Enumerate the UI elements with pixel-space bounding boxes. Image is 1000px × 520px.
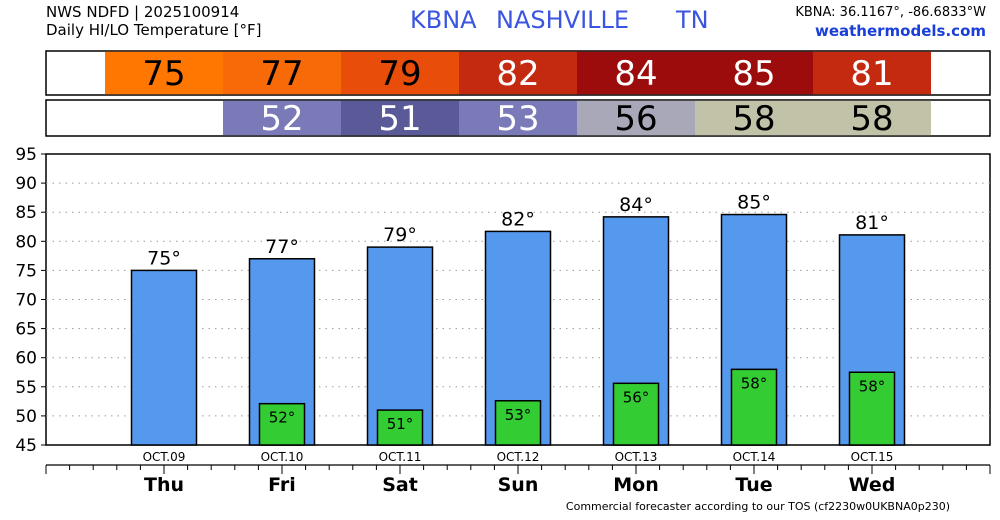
y-tick-label: 65 (15, 320, 37, 340)
low-strip-value: 56 (614, 99, 657, 139)
low-strip-cell (577, 100, 695, 136)
y-tick-label: 80 (15, 232, 37, 252)
high-strip-cell (459, 51, 577, 95)
site-link[interactable]: weathermodels.com (814, 22, 986, 40)
low-bar-label: 53° (505, 406, 532, 424)
low-bar-label: 51° (387, 415, 414, 433)
high-strip-value: 84 (614, 54, 657, 94)
low-strip-value: 53 (496, 99, 539, 139)
high-strip-cell (813, 51, 931, 95)
low-bar (612, 382, 660, 446)
day-label: Thu (144, 474, 184, 496)
y-tick-label: 45 (15, 436, 37, 456)
low-strip-cell (223, 100, 341, 136)
y-tick-label: 55 (15, 378, 37, 398)
high-strip-cell (105, 51, 223, 95)
high-strip-cell (577, 51, 695, 95)
high-strip-cell (341, 51, 459, 95)
low-strip-cell (695, 100, 813, 136)
date-label: OCT.14 (733, 450, 776, 464)
date-label: OCT.11 (379, 450, 422, 464)
low-bar-label: 58° (859, 377, 886, 395)
day-label: Tue (735, 474, 772, 496)
high-strip-cell (695, 51, 813, 95)
high-bar-label: 75° (147, 247, 181, 269)
day-label: Sat (382, 474, 418, 496)
high-strip-value: 75 (142, 54, 185, 94)
low-bar-label: 58° (741, 374, 768, 392)
date-label: OCT.10 (261, 450, 304, 464)
day-label: Fri (268, 474, 296, 496)
low-bar-label: 52° (269, 409, 296, 427)
y-tick-label: 90 (15, 174, 37, 194)
y-tick-label: 75 (15, 261, 37, 281)
high-strip-value: 82 (496, 54, 539, 94)
day-label: Wed (849, 474, 896, 496)
low-strip-cell (459, 100, 577, 136)
station-id: KBNA (410, 6, 477, 34)
chart-subtitle: Daily HI/LO Temperature [°F] (46, 21, 262, 39)
footer-note: Commercial forecaster according to our T… (565, 500, 950, 513)
station-coordinates: KBNA: 36.1167°, -86.6833°W (795, 5, 986, 20)
y-tick-label: 60 (15, 349, 37, 369)
low-strip-value: 58 (732, 99, 775, 139)
high-bar-label: 79° (383, 224, 417, 246)
date-label: OCT.12 (497, 450, 540, 464)
low-bar (494, 400, 542, 446)
station-city: NASHVILLE (496, 6, 630, 34)
y-tick-label: 50 (15, 407, 37, 427)
low-strip-value: 51 (378, 99, 421, 139)
low-strip-cell (341, 100, 459, 136)
day-label: Mon (613, 474, 659, 496)
low-strip-value: 58 (850, 99, 893, 139)
low-bar (376, 409, 424, 446)
low-bar (730, 368, 778, 446)
y-tick-label: 70 (15, 291, 37, 311)
low-strip-cell (813, 100, 931, 136)
date-label: OCT.09 (143, 450, 186, 464)
low-bar (258, 402, 306, 446)
high-strip-value: 79 (378, 54, 421, 94)
low-strip-value: 52 (260, 99, 303, 139)
high-bar-label: 82° (501, 208, 535, 230)
high-strip-cell (223, 51, 341, 95)
high-bar-label: 85° (737, 192, 771, 214)
high-strip-value: 81 (850, 54, 893, 94)
high-strip-value: 77 (260, 54, 303, 94)
day-label: Sun (498, 474, 539, 496)
station-state: TN (676, 6, 709, 34)
low-bar (848, 371, 896, 446)
date-label: OCT.13 (615, 450, 658, 464)
high-bar-label: 77° (265, 236, 299, 258)
high-bar (130, 269, 198, 446)
low-bar-label: 56° (623, 388, 650, 406)
date-label: OCT.15 (851, 450, 894, 464)
high-bar-label: 81° (855, 212, 889, 234)
high-bar-label: 84° (619, 194, 653, 216)
high-strip-value: 85 (732, 54, 775, 94)
product-title: NWS NDFD | 2025100914 (46, 3, 240, 21)
y-tick-label: 95 (15, 145, 37, 165)
y-tick-label: 85 (15, 203, 37, 223)
